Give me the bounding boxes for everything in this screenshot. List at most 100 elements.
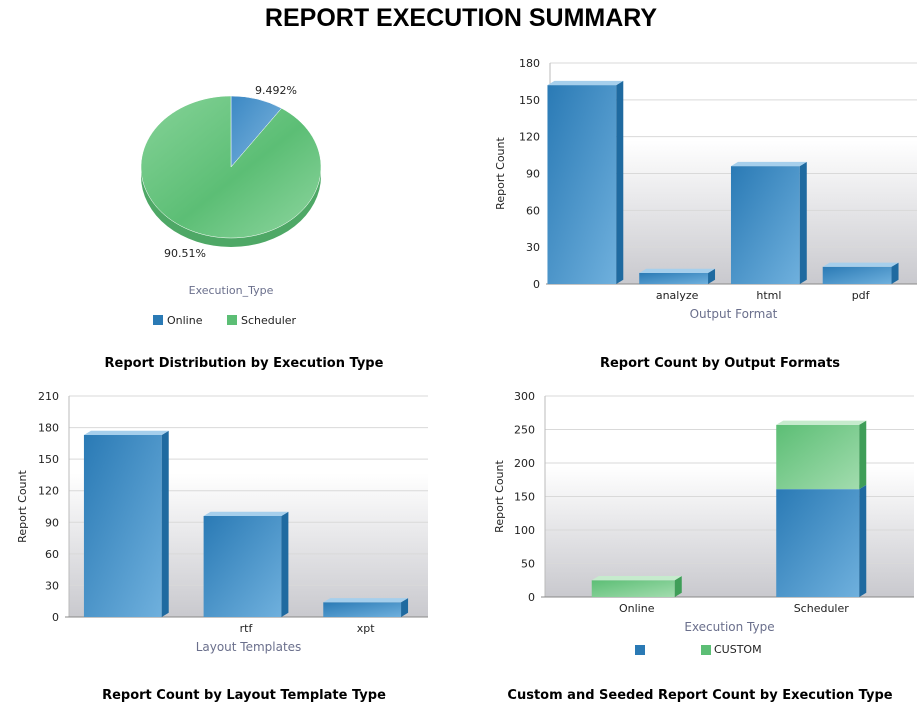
bar-pdf-side xyxy=(891,262,899,284)
bar-seeded-scheduler-side xyxy=(859,484,867,597)
execution-type-pie-panel: 9.492% 90.51% Execution_Type Online Schedule… xyxy=(0,0,461,380)
custom-seeded-panel: 0 50 100 150 200 250 300 Online Scheduler Executi… xyxy=(461,380,922,721)
y-tick-label: 0 xyxy=(533,278,540,291)
y-tick-label: 300 xyxy=(514,390,535,403)
x-tick-label: Online xyxy=(619,602,655,615)
pie-axis-title: Execution_Type xyxy=(189,284,274,297)
bar-pdf-top xyxy=(822,262,899,267)
layout-template-chart: 0 30 60 90 120 150 180 210 rtf xpt Layout Template… xyxy=(16,390,428,654)
y-tick-label: 60 xyxy=(526,204,540,217)
x-axis-title: Execution Type xyxy=(684,620,774,634)
y-axis-title: Report Count xyxy=(494,137,507,210)
y-tick-label: 210 xyxy=(38,390,59,403)
page-title: REPORT EXECUTION SUMMARY xyxy=(264,4,658,32)
bar-seeded-scheduler-front xyxy=(776,489,860,597)
bar-custom-scheduler-side xyxy=(859,420,867,490)
x-tick-label: html xyxy=(756,289,781,302)
bar-rtf-top xyxy=(203,511,289,516)
pie-slice-scheduler xyxy=(140,95,322,239)
bar-custom-scheduler-top xyxy=(776,420,867,425)
x-tick-label: analyze xyxy=(656,289,699,302)
bar-blank-front xyxy=(83,434,162,617)
y-tick-label: 150 xyxy=(514,491,535,504)
y-tick-label: 200 xyxy=(514,457,535,470)
pie-label-scheduler: 90.51% xyxy=(164,247,206,260)
bar-custom-online xyxy=(591,576,682,597)
bar-xpt-front xyxy=(323,602,402,617)
bar-xpt-side xyxy=(401,598,409,617)
layout-template-title: Report Count by Layout Template Type xyxy=(102,688,386,703)
pie-label-online: 9.492% xyxy=(255,84,297,97)
y-axis-title: Report Count xyxy=(493,460,506,533)
y-tick-label: 60 xyxy=(45,548,59,561)
bar-rtf xyxy=(203,511,289,617)
legend-label-custom: CUSTOM xyxy=(714,643,762,656)
bar-blank xyxy=(83,430,169,617)
pie-legend: Online Scheduler xyxy=(153,314,297,327)
output-format-chart: 0 30 60 90 120 150 180 analyze html pdf Output For… xyxy=(494,57,917,321)
bar-html-side xyxy=(799,161,807,284)
execution-type-pie-title: Report Distribution by Execution Type xyxy=(104,356,384,371)
bar-pdf xyxy=(822,262,899,284)
y-tick-label: 150 xyxy=(519,94,540,107)
bar-seeded-scheduler xyxy=(776,484,867,597)
stacked-legend: CUSTOM xyxy=(635,643,762,656)
y-tick-label: 30 xyxy=(526,241,540,254)
y-tick-label: 120 xyxy=(519,131,540,144)
layout-template-panel: 0 30 60 90 120 150 180 210 rtf xpt Layout Template… xyxy=(0,380,461,721)
y-tick-label: 180 xyxy=(38,422,59,435)
legend-label: Scheduler xyxy=(241,314,297,327)
x-tick-label: rtf xyxy=(240,622,254,635)
y-tick-label: 90 xyxy=(526,168,540,181)
bar-html-top xyxy=(730,161,807,167)
bar-custom-scheduler xyxy=(776,420,867,490)
legend-swatch xyxy=(227,315,237,325)
bar-custom-online-side xyxy=(674,576,682,597)
legend-swatch-seeded xyxy=(635,645,645,655)
y-tick-label: 0 xyxy=(528,591,535,604)
bar-analyze-front xyxy=(639,272,709,284)
bar-blank-side xyxy=(161,430,169,617)
x-tick-label: xpt xyxy=(357,622,375,635)
bar-rtf-front xyxy=(203,515,282,617)
bar-blank-top xyxy=(547,80,624,86)
bar-blank-side xyxy=(616,80,624,285)
bar-blank-top xyxy=(83,430,169,435)
bar-pdf-front xyxy=(822,266,892,284)
bar-custom-scheduler-front xyxy=(776,424,860,490)
bar-analyze xyxy=(639,268,716,284)
bar-rtf-side xyxy=(281,511,289,617)
bar-html-front xyxy=(730,166,800,284)
y-tick-label: 100 xyxy=(514,524,535,537)
bar-custom-online-top xyxy=(591,576,682,581)
y-tick-label: 120 xyxy=(38,485,59,498)
y-tick-label: 250 xyxy=(514,424,535,437)
bar-blank-front xyxy=(547,85,617,284)
x-axis-title: Output Format xyxy=(690,307,778,321)
x-axis-title: Layout Templates xyxy=(196,640,302,654)
bar-custom-online-front xyxy=(591,580,675,597)
legend-swatch-custom xyxy=(701,645,711,655)
output-format-panel: 0 30 60 90 120 150 180 analyze html pdf Output For… xyxy=(461,0,922,380)
y-tick-label: 0 xyxy=(52,611,59,624)
y-tick-label: 180 xyxy=(519,57,540,70)
bar-xpt xyxy=(323,598,409,617)
bar-html xyxy=(730,161,807,284)
bar-analyze-side xyxy=(708,268,716,284)
custom-seeded-title: Custom and Seeded Report Count by Execut… xyxy=(507,688,893,703)
output-format-title: Report Count by Output Formats xyxy=(599,356,841,371)
bar-xpt-top xyxy=(323,598,409,603)
custom-seeded-chart: 0 50 100 150 200 250 300 Online Scheduler Executi… xyxy=(493,390,914,656)
x-tick-label: pdf xyxy=(852,289,871,302)
bar-analyze-top xyxy=(639,268,716,273)
y-tick-label: 30 xyxy=(45,579,59,592)
legend-label: Online xyxy=(167,314,203,327)
y-tick-label: 150 xyxy=(38,453,59,466)
y-tick-label: 90 xyxy=(45,516,59,529)
legend-swatch xyxy=(153,315,163,325)
x-tick-label: Scheduler xyxy=(794,602,850,615)
execution-type-pie-chart: 9.492% 90.51% Execution_Type Online Schedule… xyxy=(140,84,322,327)
y-tick-label: 50 xyxy=(521,558,535,571)
y-axis-title: Report Count xyxy=(16,470,29,543)
bar-blank xyxy=(547,80,624,285)
